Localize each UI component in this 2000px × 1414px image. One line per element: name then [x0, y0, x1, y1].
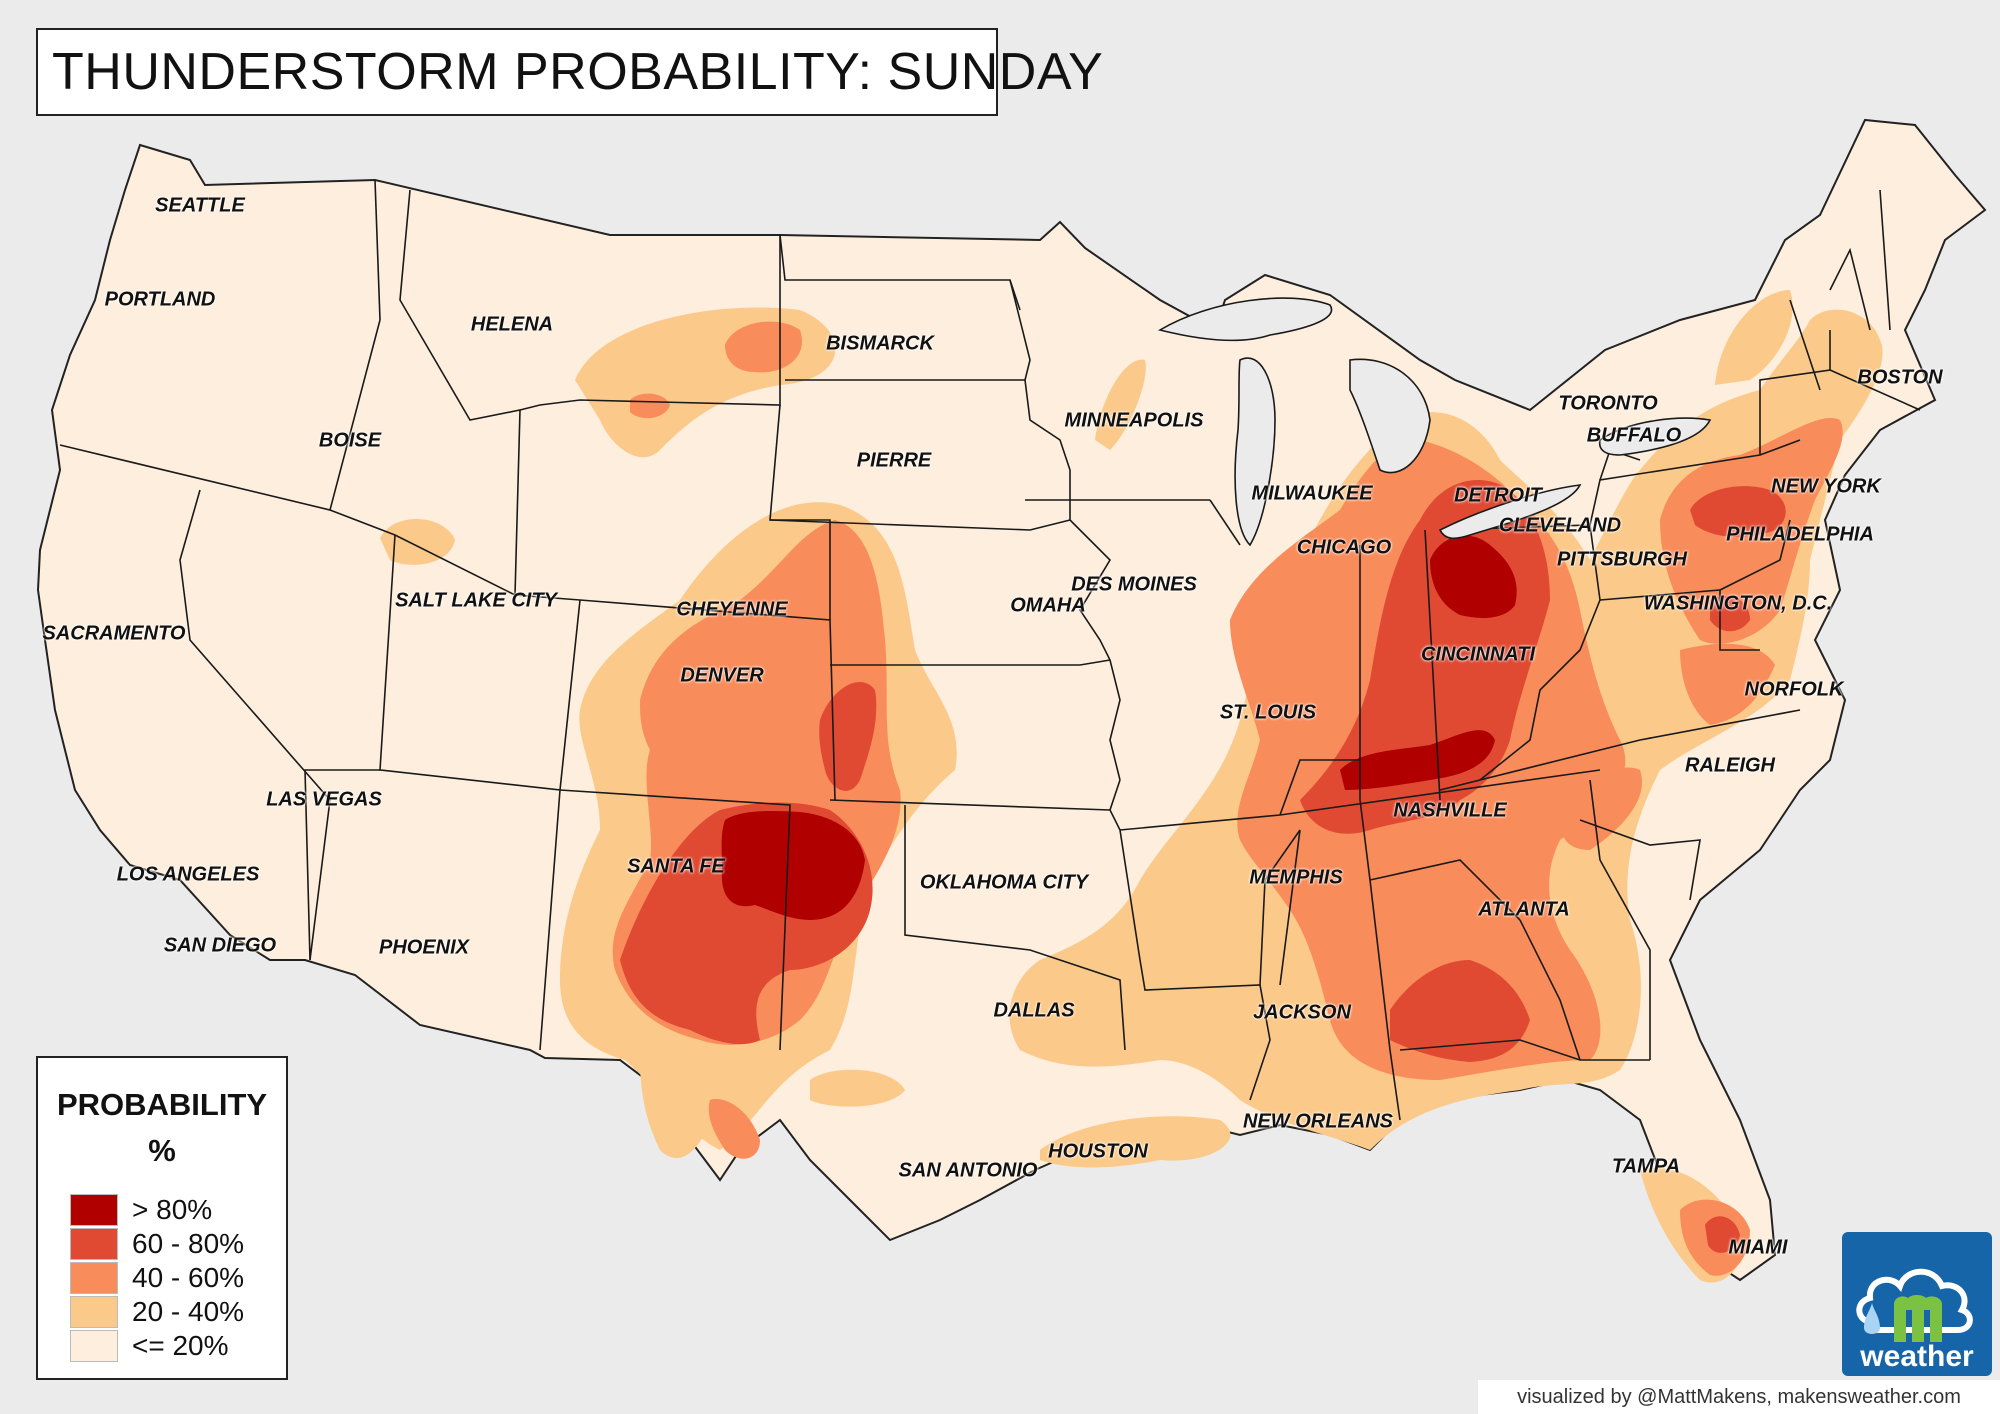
city-label-boston: BOSTON — [1857, 366, 1943, 389]
zone-20-40-utah-spot — [380, 519, 455, 565]
credit-text: visualized by @MattMakens, makensweather… — [1517, 1385, 1961, 1408]
credit-box: visualized by @MattMakens, makensweather… — [1478, 1380, 2000, 1414]
zone-80-plus-michigan-ohio — [1430, 535, 1517, 618]
title-box: THUNDERSTORM PROBABILITY: SUNDAY — [36, 28, 1103, 116]
zone-80-plus-kentucky — [1340, 730, 1495, 790]
city-label-pittsburgh: PITTSBURGH — [1557, 548, 1687, 571]
city-label-santa-fe: SANTA FE — [627, 855, 725, 878]
city-label-tampa: TAMPA — [1611, 1155, 1681, 1178]
legend-label: 40 - 60% — [132, 1262, 245, 1293]
city-label-washington-dc: WASHINGTON, D.C. — [1643, 592, 1833, 615]
legend-swatch — [70, 1228, 118, 1260]
probability-contours — [380, 290, 1883, 1283]
lake-huron — [1349, 358, 1431, 474]
legend-swatch — [70, 1194, 118, 1226]
makens-weather-logo-icon: weather — [1842, 1232, 1992, 1376]
city-label-boise: BOISE — [318, 429, 382, 452]
city-label-nashville: NASHVILLE — [1393, 799, 1507, 822]
city-label-denver: DENVER — [680, 664, 764, 687]
city-label-san-antonio: SAN ANTONIO — [898, 1159, 1038, 1182]
legend-title-line1: PROBABILITY — [56, 1087, 268, 1122]
city-label-chicago: CHICAGO — [1296, 536, 1392, 559]
city-label-detroit: DETROIT — [1454, 484, 1542, 507]
city-label-raleigh: RALEIGH — [1685, 754, 1775, 777]
legend: PROBABILITY % > 80% 60 - 80% 40 - 60% 20… — [36, 1056, 288, 1380]
zone-40-60-carolinas — [1560, 767, 1642, 850]
legend-label: 60 - 80% — [132, 1228, 245, 1259]
city-label-los-angeles: LOS ANGELES — [116, 863, 260, 886]
zone-20-40-minnesota — [1095, 359, 1146, 450]
zone-60-80-georgia — [1390, 960, 1530, 1062]
city-label-st-louis: ST. LOUIS — [1219, 701, 1317, 724]
zone-60-80-miami — [1705, 1216, 1740, 1253]
city-label-pierre: PIERRE — [856, 449, 932, 472]
city-label-omaha: OMAHA — [1010, 594, 1086, 617]
city-label-oklahoma-city: OKLAHOMA CITY — [919, 871, 1089, 894]
city-label-bismarck: BISMARCK — [826, 332, 934, 355]
legend-item-40-60: 40 - 60% — [70, 1262, 244, 1294]
legend-label: <= 20% — [132, 1330, 229, 1361]
city-label-toronto: TORONTO — [1558, 392, 1658, 415]
lake-michigan — [1234, 357, 1276, 547]
city-label-phoenix: PHOENIX — [378, 936, 470, 959]
zone-40-60-montana — [725, 321, 802, 373]
city-label-cheyenne: CHEYENNE — [676, 598, 788, 621]
zone-40-60-virginia — [1680, 643, 1775, 725]
legend-swatch — [70, 1330, 118, 1362]
lake-superior — [1157, 297, 1333, 342]
city-label-des-moines: DES MOINES — [1071, 573, 1197, 596]
city-label-memphis: MEMPHIS — [1249, 866, 1343, 889]
city-label-sacramento: SACRAMENTO — [42, 622, 186, 645]
city-label-cincinnati: CINCINNATI — [1420, 643, 1536, 666]
city-label-portland: PORTLAND — [104, 288, 216, 311]
city-label-cleveland: CLEVELAND — [1498, 514, 1622, 537]
city-label-jackson: JACKSON — [1253, 1001, 1351, 1024]
legend-swatch — [70, 1262, 118, 1294]
lake-erie — [1438, 484, 1582, 540]
city-label-dallas: DALLAS — [993, 999, 1075, 1022]
city-label-miami: MIAMI — [1728, 1236, 1788, 1259]
legend-item-20-40: 20 - 40% — [70, 1296, 244, 1328]
map-title: THUNDERSTORM PROBABILITY: SUNDAY — [52, 43, 1104, 101]
zone-20-40-west-texas — [640, 1060, 710, 1159]
lake-ontario — [1598, 417, 1712, 456]
legend-label: > 80% — [132, 1194, 213, 1225]
legend-title: PROBABILITY % — [38, 1082, 286, 1174]
zone-40-60-montana-spot — [630, 393, 670, 419]
zone-20-40-new-england — [1715, 290, 1793, 385]
city-label-milwaukee: MILWAUKEE — [1251, 482, 1373, 505]
city-label-new-york: NEW YORK — [1771, 475, 1881, 498]
legend-label: 20 - 40% — [132, 1296, 245, 1327]
zone-20-40-gulf-coast — [1040, 1116, 1231, 1168]
city-label-houston: HOUSTON — [1048, 1140, 1148, 1163]
zone-20-40-texas-spot — [810, 1069, 905, 1107]
raindrop-icon — [1864, 1302, 1880, 1334]
state-borders — [59, 179, 1921, 1121]
city-label-new-orleans: NEW ORLEANS — [1243, 1110, 1393, 1133]
zone-80-plus-new-mexico — [721, 810, 865, 920]
city-label-seattle: SEATTLE — [155, 194, 245, 217]
legend-swatch — [70, 1296, 118, 1328]
legend-item-60-80: 60 - 80% — [70, 1228, 244, 1260]
legend-title-line2: % — [148, 1133, 176, 1168]
city-label-san-diego: SAN DIEGO — [163, 934, 277, 957]
city-label-norfolk: NORFOLK — [1744, 678, 1844, 701]
city-label-las-vegas: LAS VEGAS — [266, 788, 382, 811]
legend-item-80-plus: > 80% — [70, 1194, 212, 1226]
zone-60-80-ne-corridor — [1690, 486, 1786, 537]
city-label-philadelphia: PHILADELPHIA — [1726, 523, 1874, 546]
legend-item-under-20: <= 20% — [70, 1330, 229, 1362]
zone-40-60-tx-spot — [708, 1099, 760, 1159]
logo-word: weather — [1860, 1340, 1974, 1373]
city-label-helena: HELENA — [470, 313, 554, 336]
great-lakes — [1157, 297, 1712, 547]
city-label-salt-lake-city: SALT LAKE CITY — [395, 589, 557, 612]
cloud-icon — [1856, 1268, 1973, 1342]
city-label-minneapolis: MINNEAPOLIS — [1064, 409, 1204, 432]
city-label-buffalo: BUFFALO — [1586, 424, 1682, 447]
city-label-atlanta: ATLANTA — [1478, 898, 1570, 921]
